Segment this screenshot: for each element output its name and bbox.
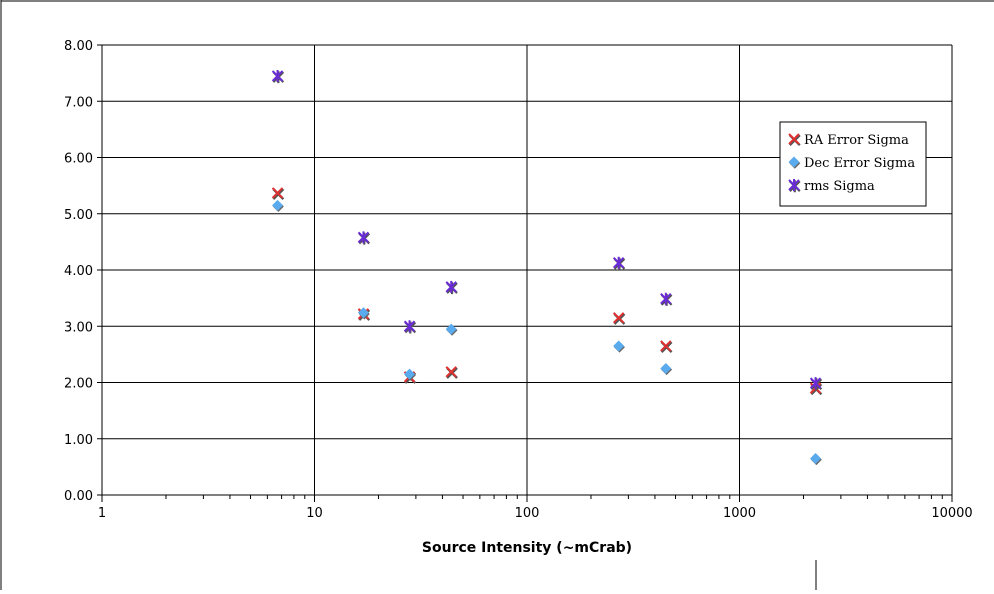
axes	[97, 44, 953, 502]
y-tick-label: 0.00	[64, 489, 93, 504]
x-tick-label: 1000	[723, 506, 756, 521]
x-tick-label: 10	[306, 506, 323, 521]
data-markers	[271, 69, 823, 466]
rms-sigma-marker	[612, 256, 626, 270]
legend-box	[779, 121, 927, 207]
ra-error-marker	[660, 340, 673, 353]
legend: RA Error Sigma Dec Error Sigma rms Sigma	[779, 121, 927, 207]
dec-error-marker	[272, 199, 284, 213]
rms-sigma-marker	[403, 320, 417, 334]
rms-sigma-marker	[809, 377, 823, 391]
legend-marker-dec-error-marker	[788, 156, 801, 169]
y-tick-label: 2.00	[64, 377, 93, 392]
y-tick-label: 3.00	[64, 320, 93, 335]
ra-error-marker	[445, 366, 458, 379]
dec-error-marker	[404, 368, 416, 381]
dec-error-marker	[357, 307, 370, 320]
dec-error-marker	[445, 323, 458, 336]
dec-error-marker	[810, 452, 822, 466]
x-tick-label: 10000	[931, 506, 972, 521]
rms-sigma-marker	[660, 292, 673, 306]
rms-sigma-marker	[445, 280, 458, 295]
dec-error-marker	[660, 362, 673, 376]
legend-entry-label: rms Sigma	[804, 179, 875, 194]
x-axis-title: Source Intensity (~mCrab)	[422, 540, 632, 556]
legend-marker-rms-sigma-marker	[788, 179, 801, 193]
ra-error-marker	[612, 312, 626, 325]
y-tick-label: 6.00	[64, 152, 93, 167]
x-tick-label: 1	[98, 506, 106, 521]
y-tick-label: 8.00	[64, 39, 93, 54]
legend-marker-ra-error-marker	[788, 133, 801, 147]
legend-entry-label: Dec Error Sigma	[804, 156, 915, 171]
y-tick-label: 1.00	[64, 433, 93, 448]
y-tick-label: 5.00	[64, 208, 93, 223]
rms-sigma-marker	[357, 231, 371, 245]
tick-labels: 0.00 1.00 2.00 3.00 4.00 5.00 6.00 7.00 8.00 1 10 1…	[64, 39, 973, 521]
rms-sigma-marker	[271, 69, 285, 84]
y-tick-label: 7.00	[64, 95, 93, 110]
y-tick-label: 4.00	[64, 264, 93, 279]
x-tick-label: 100	[515, 506, 540, 521]
ra-error-marker	[271, 187, 285, 200]
gridlines	[102, 44, 953, 495]
dec-error-marker	[613, 340, 625, 353]
legend-entry-label: RA Error Sigma	[804, 133, 909, 148]
